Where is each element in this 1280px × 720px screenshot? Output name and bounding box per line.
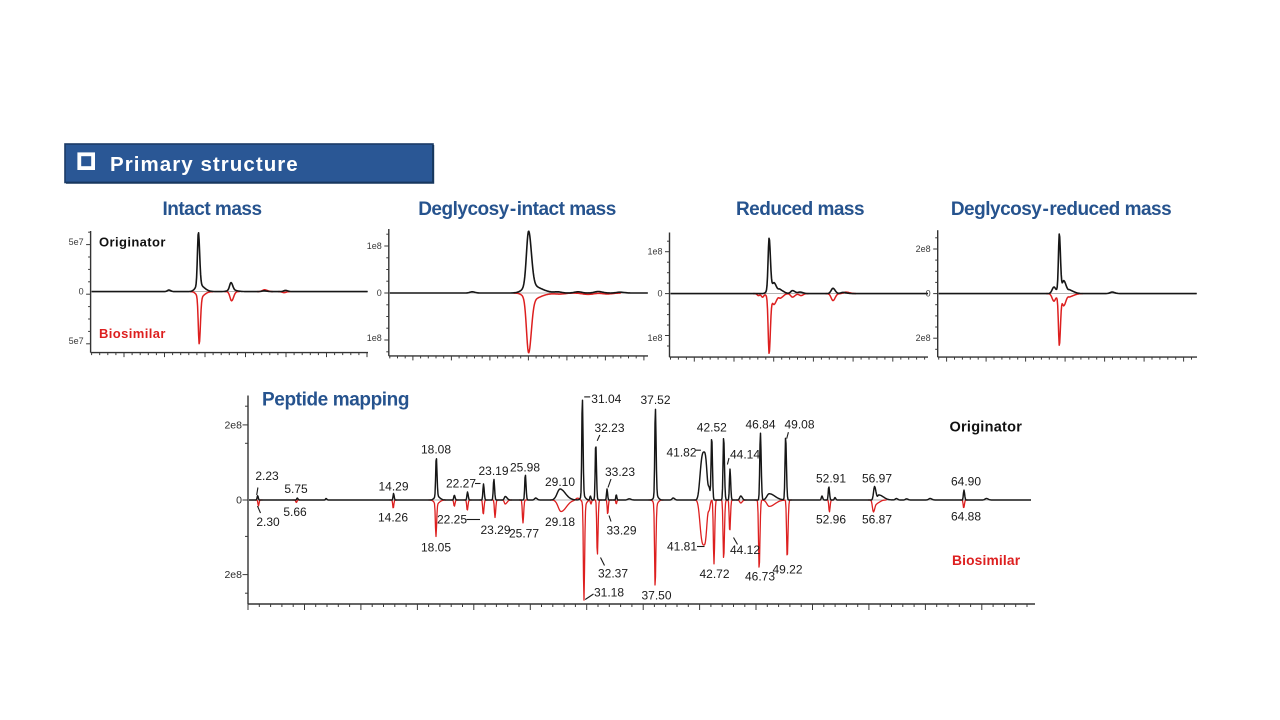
svg-text:42.52: 42.52	[697, 421, 727, 435]
svg-text:37.50: 37.50	[641, 589, 671, 603]
svg-text:41.82: 41.82	[666, 446, 696, 460]
svg-text:0: 0	[236, 495, 242, 507]
svg-text:5e7: 5e7	[69, 237, 84, 247]
svg-text:18.05: 18.05	[421, 541, 451, 555]
svg-text:44.14: 44.14	[730, 448, 760, 462]
svg-text:49.22: 49.22	[772, 563, 802, 577]
svg-text:0: 0	[377, 288, 382, 298]
svg-text:25.77: 25.77	[509, 527, 539, 541]
svg-text:0: 0	[926, 289, 931, 299]
svg-text:29.18: 29.18	[545, 515, 575, 529]
svg-text:46.84: 46.84	[745, 418, 775, 432]
svg-text:Biosimilar: Biosimilar	[99, 326, 166, 341]
svg-text:44.12: 44.12	[730, 543, 760, 557]
svg-text:2e8: 2e8	[224, 419, 242, 431]
svg-text:Peptide mapping: Peptide mapping	[262, 390, 409, 411]
svg-text:1e8: 1e8	[367, 241, 382, 251]
svg-text:Deglycosy - reduced mass: Deglycosy - reduced mass	[951, 199, 1171, 220]
svg-text:23.19: 23.19	[478, 464, 508, 478]
svg-text:49.08: 49.08	[784, 418, 814, 432]
svg-text:46.73: 46.73	[745, 570, 775, 584]
svg-text:32.37: 32.37	[598, 567, 628, 581]
svg-text:2.30: 2.30	[256, 515, 280, 529]
svg-text:Originator: Originator	[950, 420, 1023, 436]
svg-text:23.29: 23.29	[480, 523, 510, 537]
svg-text:32.23: 32.23	[594, 421, 624, 435]
svg-text:Primary structure: Primary structure	[110, 153, 299, 176]
svg-text:2e8: 2e8	[224, 569, 242, 581]
svg-text:31.04: 31.04	[591, 392, 621, 406]
svg-text:5.75: 5.75	[284, 482, 308, 496]
svg-text:Originator: Originator	[99, 235, 166, 250]
svg-text:25.98: 25.98	[510, 461, 540, 475]
svg-text:52.96: 52.96	[816, 513, 846, 527]
svg-text:1e8: 1e8	[647, 333, 662, 343]
svg-text:Deglycosy - intact mass: Deglycosy - intact mass	[418, 199, 616, 220]
svg-text:14.26: 14.26	[378, 511, 408, 525]
svg-text:22.25: 22.25	[437, 513, 467, 527]
svg-text:2.23: 2.23	[255, 469, 279, 483]
svg-text:0: 0	[79, 287, 84, 297]
svg-text:5.66: 5.66	[283, 505, 307, 519]
svg-text:29.10: 29.10	[545, 475, 575, 489]
svg-text:18.08: 18.08	[421, 443, 451, 457]
svg-text:33.29: 33.29	[606, 524, 636, 538]
svg-text:31.18: 31.18	[594, 586, 624, 600]
svg-text:52.91: 52.91	[816, 472, 846, 486]
svg-text:2e8: 2e8	[916, 244, 931, 254]
svg-text:5e7: 5e7	[69, 336, 84, 346]
svg-text:56.87: 56.87	[862, 513, 892, 527]
svg-text:42.72: 42.72	[699, 567, 729, 581]
svg-text:Biosimilar: Biosimilar	[952, 553, 1021, 568]
svg-text:0: 0	[657, 289, 662, 299]
svg-text:41.81: 41.81	[667, 540, 697, 554]
svg-text:Reduced mass: Reduced mass	[736, 199, 864, 220]
svg-text:37.52: 37.52	[640, 393, 670, 407]
svg-text:33.23: 33.23	[605, 465, 635, 479]
svg-text:22.27: 22.27	[446, 477, 476, 491]
svg-text:14.29: 14.29	[378, 480, 408, 494]
svg-text:Intact mass: Intact mass	[162, 199, 261, 220]
svg-text:2e8: 2e8	[916, 333, 931, 343]
svg-text:64.90: 64.90	[951, 475, 981, 489]
svg-text:1e8: 1e8	[647, 247, 662, 257]
svg-text:56.97: 56.97	[862, 472, 892, 486]
svg-text:1e8: 1e8	[367, 333, 382, 343]
svg-text:64.88: 64.88	[951, 510, 981, 524]
